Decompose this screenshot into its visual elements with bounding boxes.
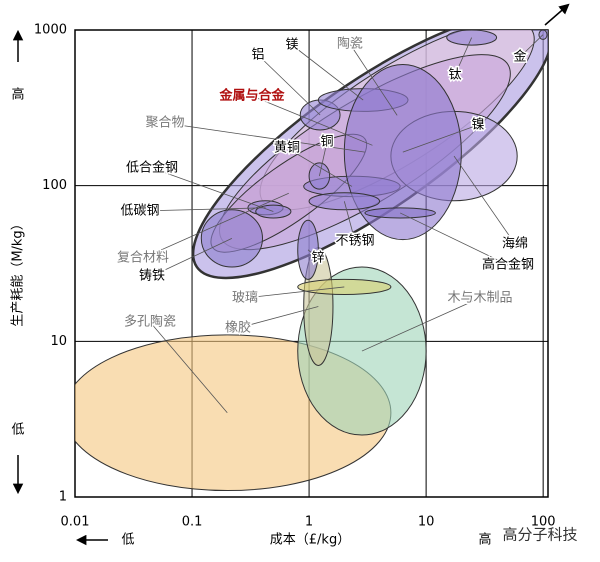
leader-line [453, 155, 516, 245]
x-axis-label: 成本（£/kg） [270, 533, 350, 548]
x-tick-label: 100 [531, 515, 556, 530]
leader-line [343, 201, 356, 242]
leader-line [318, 141, 328, 177]
leader-line [402, 124, 479, 153]
leader-line [361, 297, 481, 352]
region-label: 橡胶 [225, 320, 251, 336]
x-low: 低 [121, 533, 134, 548]
region-label: 聚合物 [145, 116, 184, 131]
leader-line [151, 167, 274, 212]
x-tick-label: 1 [305, 515, 313, 530]
leader-line [291, 44, 364, 101]
leader-line [251, 95, 373, 146]
y-tick-label: 100 [42, 178, 67, 193]
y-low: 低 [11, 423, 24, 438]
leader-line [142, 192, 289, 259]
region-label: 铝 [251, 48, 264, 63]
region-label: 低合金钢 [126, 160, 178, 176]
leader-line [519, 34, 544, 58]
leader-line [399, 212, 509, 266]
leader-line [151, 238, 233, 277]
leader-line [257, 54, 321, 116]
y-tick-label: 1 [59, 490, 67, 505]
x-tick-label: 0.1 [182, 515, 203, 530]
leader-line [454, 37, 473, 76]
region-label: 海绵 [502, 237, 528, 252]
watermark: 高分子科技 [502, 526, 577, 544]
leader-line [307, 249, 319, 259]
region [364, 207, 436, 219]
y-axis-label: 生产耗能（M/kg） [11, 217, 26, 326]
x-tick-label: 0.01 [61, 515, 90, 530]
region-label: 陶瓷 [337, 36, 363, 52]
y-tick-label: 1000 [34, 23, 67, 38]
x-tick-label: 10 [418, 515, 435, 530]
y-high: 高 [11, 87, 24, 103]
leader-line [139, 207, 266, 212]
leader-line [164, 122, 365, 153]
region-label: 复合材料 [117, 251, 169, 266]
region-label: 不锈钢 [335, 234, 374, 249]
region-label: 锌 [311, 251, 324, 266]
region-label: 铸铁 [139, 268, 165, 284]
region-label: 金属与合金 [218, 88, 285, 104]
y-tick-label: 10 [50, 334, 67, 349]
region-label: 钛 [448, 68, 461, 83]
arrow [544, 3, 570, 26]
region-label: 金 [513, 49, 526, 65]
region-label: 多孔陶瓷 [124, 314, 176, 330]
leader-line [286, 147, 353, 187]
region-label: 黄铜 [274, 141, 300, 156]
x-high: 高 [478, 532, 491, 548]
region-label: 玻璃 [232, 291, 258, 306]
region-label: 镍 [471, 118, 484, 133]
region-label: 低碳钢 [120, 204, 159, 219]
leader-line [237, 306, 319, 329]
region-label: 木与木制品 [447, 291, 512, 306]
leader-line [349, 43, 398, 116]
region-label: 铜 [320, 135, 333, 150]
region-label: 镁 [285, 38, 298, 53]
region-label: 高合金钢 [482, 257, 534, 273]
leader-line [244, 286, 345, 299]
leader-line [149, 321, 228, 413]
